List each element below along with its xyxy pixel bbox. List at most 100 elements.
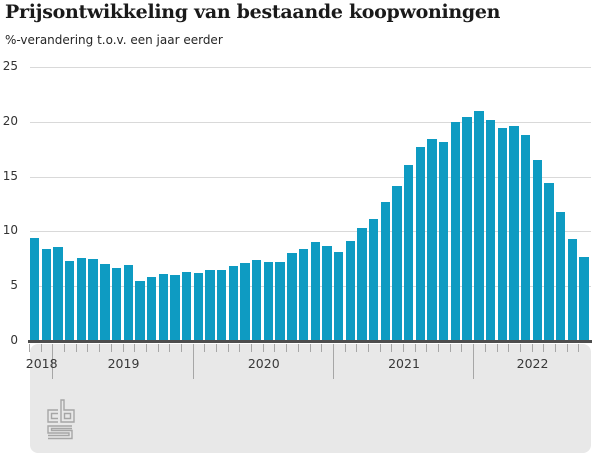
gridline-20 — [30, 121, 591, 123]
month-tick — [75, 344, 77, 352]
bar — [415, 147, 426, 341]
bar — [30, 237, 40, 341]
bar — [228, 266, 239, 341]
bar — [158, 274, 168, 341]
year-tick — [192, 344, 194, 379]
month-tick — [321, 344, 323, 352]
month-tick — [87, 344, 89, 352]
y-tick-label-15: 15 — [2, 168, 18, 183]
bar — [287, 253, 297, 341]
month-tick — [169, 344, 171, 352]
month-tick — [286, 344, 288, 352]
bar — [41, 248, 52, 341]
month-tick — [99, 344, 101, 352]
month-tick — [134, 344, 136, 352]
bar — [217, 269, 227, 341]
bar — [427, 139, 437, 341]
x-axis-line — [28, 340, 592, 343]
month-tick — [204, 344, 206, 352]
month-tick — [251, 344, 253, 352]
month-tick — [262, 344, 264, 352]
month-tick — [64, 344, 66, 352]
bar — [579, 256, 589, 341]
month-tick — [110, 344, 112, 352]
bar — [88, 258, 98, 341]
bar — [485, 119, 496, 341]
bar — [240, 263, 250, 341]
month-tick — [484, 344, 486, 352]
year-tick — [52, 344, 54, 379]
month-tick — [414, 344, 416, 352]
y-tick-label-25: 25 — [2, 59, 18, 73]
month-tick — [309, 344, 311, 352]
bar — [520, 134, 531, 341]
bar — [76, 257, 87, 341]
month-tick — [519, 344, 521, 352]
year-tick — [473, 344, 475, 379]
month-tick — [157, 344, 159, 352]
month-tick — [40, 344, 42, 352]
year-label-2022: 2022 — [516, 356, 549, 371]
bar — [275, 262, 285, 341]
bar — [53, 246, 63, 341]
bar — [170, 275, 180, 341]
bar — [462, 117, 472, 341]
x-axis-band — [30, 344, 591, 453]
gridline-10 — [30, 231, 591, 233]
bar — [181, 271, 192, 341]
month-tick — [426, 344, 428, 352]
month-tick — [122, 344, 124, 352]
month-tick — [216, 344, 217, 352]
bar — [450, 121, 461, 341]
bar — [567, 239, 578, 341]
y-tick-label-20: 20 — [2, 113, 18, 128]
month-tick — [403, 344, 404, 352]
plot-area — [30, 67, 591, 341]
bar — [322, 245, 332, 341]
bar — [439, 141, 449, 341]
chart-title: Prijsontwikkeling van bestaande koopwoni… — [5, 1, 501, 23]
bar — [135, 280, 145, 341]
bar — [263, 262, 274, 341]
month-tick — [461, 344, 463, 352]
month-tick — [367, 344, 369, 352]
bar — [123, 265, 133, 341]
gridline-25 — [30, 67, 591, 68]
month-tick — [391, 344, 393, 352]
y-tick-label-5: 5 — [10, 278, 18, 293]
month-tick — [29, 344, 30, 352]
year-label-2021: 2021 — [388, 356, 420, 371]
month-tick — [227, 344, 229, 352]
bar — [509, 126, 519, 341]
bar — [111, 267, 122, 341]
bar — [357, 228, 367, 341]
year-tick — [332, 344, 334, 379]
month-tick — [274, 344, 276, 352]
month-tick — [531, 344, 533, 352]
month-tick — [449, 344, 451, 352]
bar — [146, 277, 157, 341]
bar — [380, 201, 391, 341]
month-tick — [379, 344, 381, 352]
month-tick — [145, 344, 147, 352]
bar — [333, 252, 344, 341]
chart-subtitle: %-verandering t.o.v. een jaar eerder — [5, 33, 223, 47]
bar — [100, 264, 110, 341]
month-tick — [344, 344, 346, 352]
bar — [205, 269, 215, 341]
bar — [404, 164, 414, 341]
month-tick — [239, 344, 241, 352]
cbs-logo-icon — [47, 399, 75, 440]
year-label-2018: 2018 — [25, 356, 58, 371]
bar — [368, 219, 379, 341]
bar — [532, 160, 542, 341]
bar — [298, 248, 309, 341]
bar — [497, 128, 507, 341]
month-tick — [438, 344, 440, 352]
bar — [474, 110, 484, 341]
y-tick-label-0: 0 — [10, 333, 18, 347]
month-tick — [508, 344, 510, 352]
month-tick — [180, 344, 182, 352]
bar — [65, 261, 75, 341]
